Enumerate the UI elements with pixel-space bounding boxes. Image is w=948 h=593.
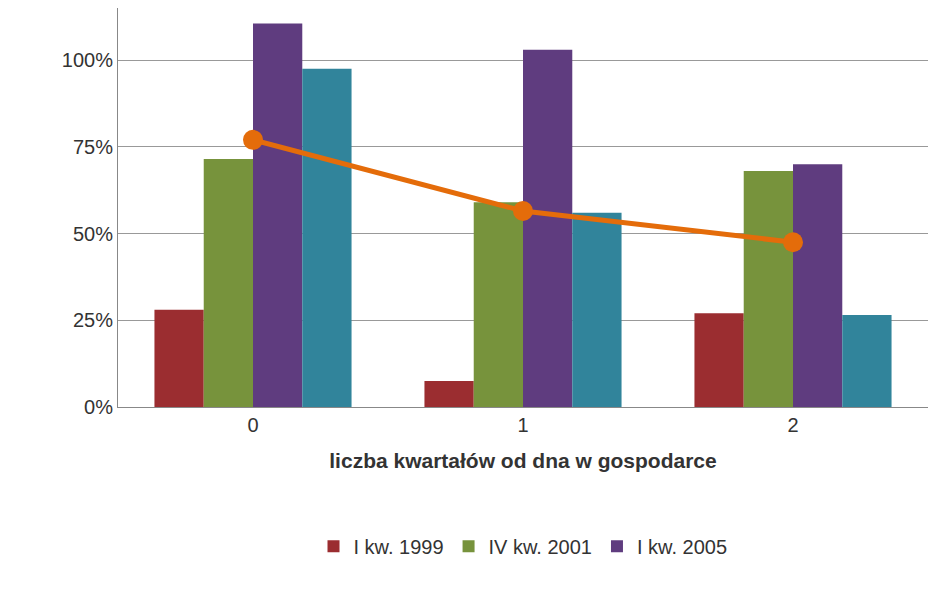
svg-text:0: 0 — [247, 414, 258, 436]
svg-text:I kw. 1999: I kw. 1999 — [354, 536, 444, 558]
svg-text:75%: 75% — [73, 136, 113, 158]
svg-text:100%: 100% — [62, 49, 113, 71]
svg-text:0%: 0% — [84, 396, 113, 418]
svg-text:25%: 25% — [73, 309, 113, 331]
svg-text:liczba kwartałów od dna w gosp: liczba kwartałów od dna w gospodarce — [329, 449, 716, 472]
svg-text:50%: 50% — [73, 223, 113, 245]
svg-text:2: 2 — [787, 414, 798, 436]
svg-text:1: 1 — [517, 414, 528, 436]
svg-text:I kw. 2005: I kw. 2005 — [637, 536, 727, 558]
svg-text:IV kw. 2001: IV kw. 2001 — [489, 536, 592, 558]
